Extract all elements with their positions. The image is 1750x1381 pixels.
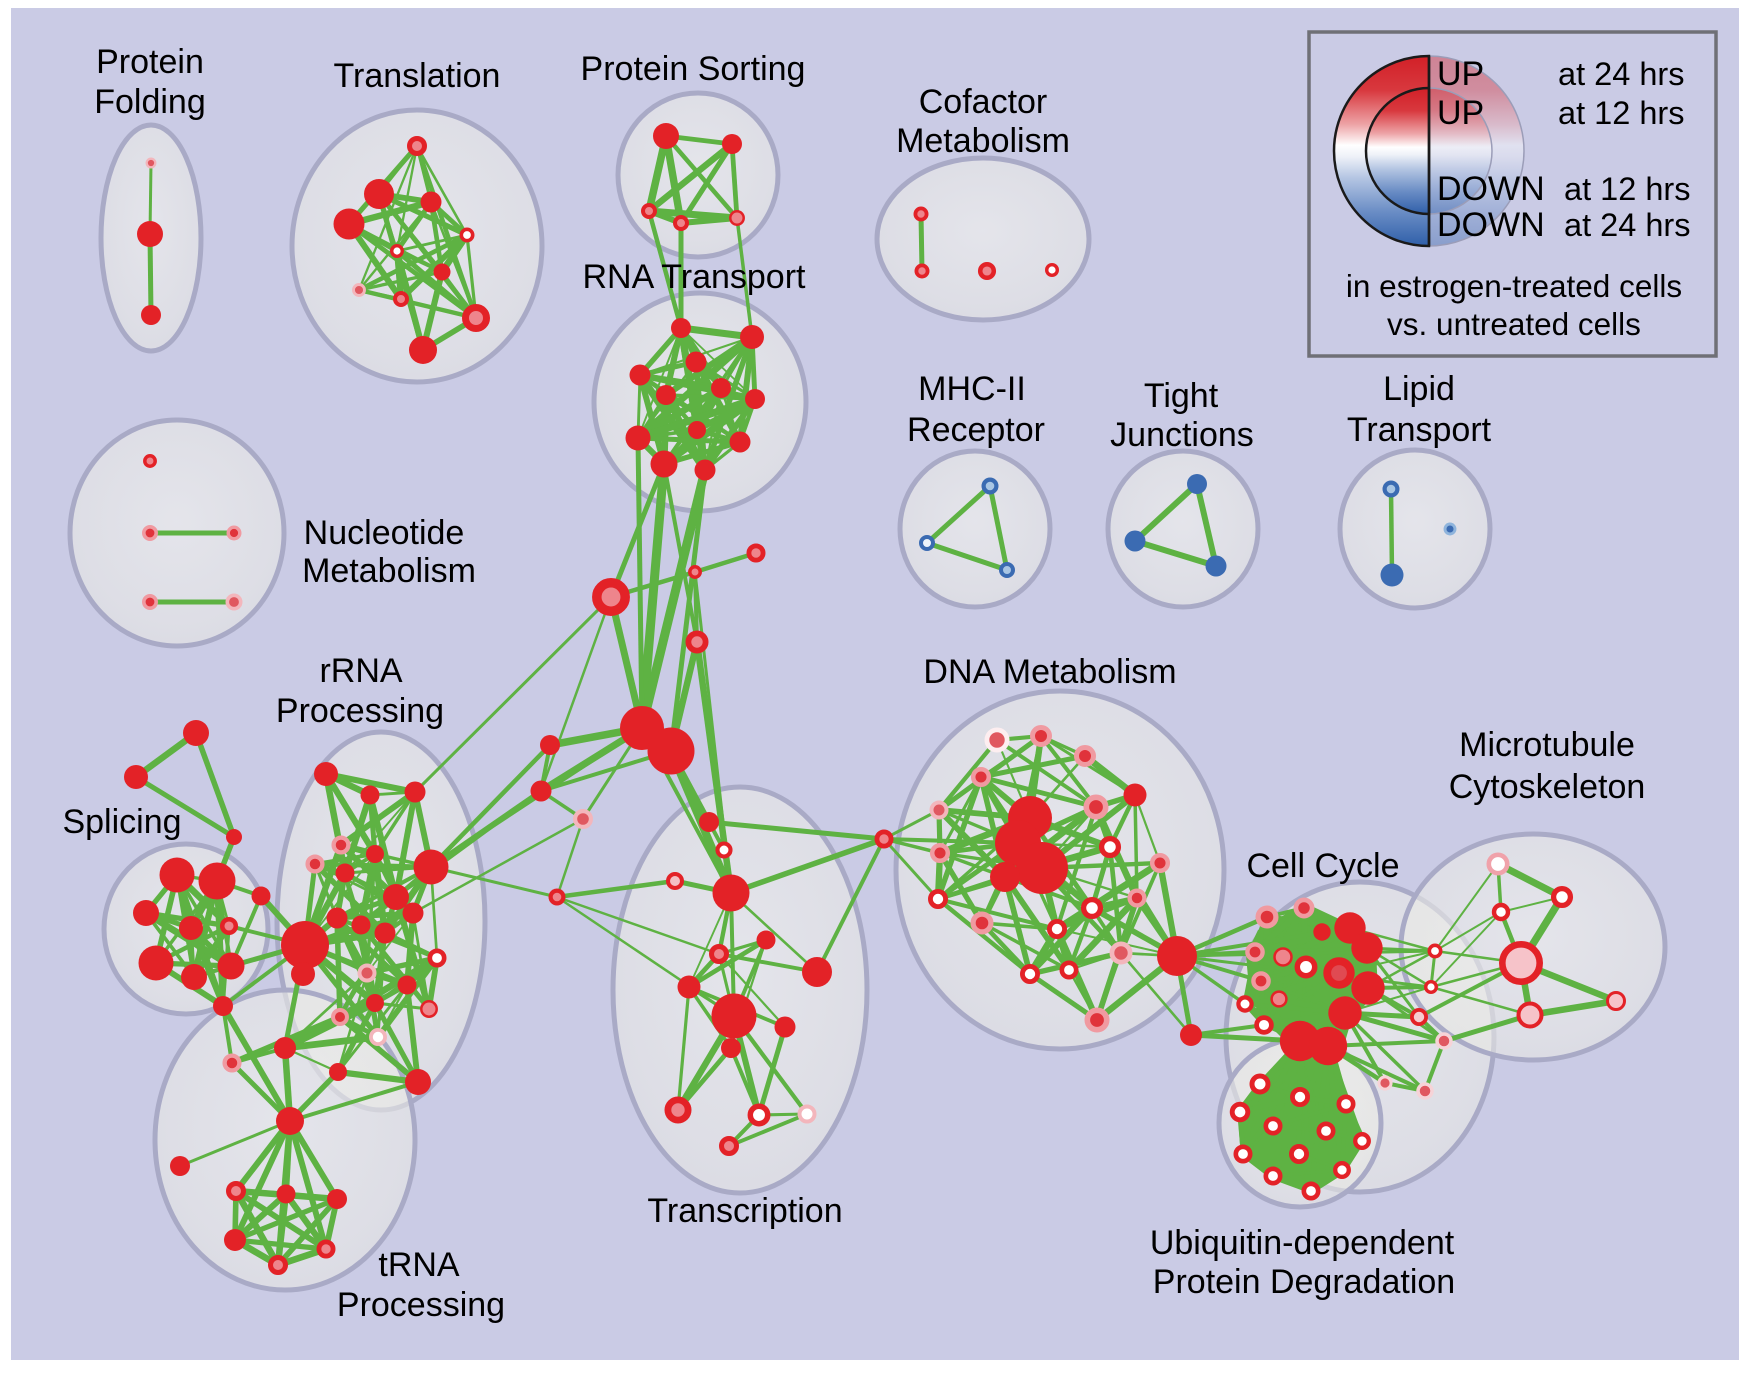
svg-text:at 24 hrs: at 24 hrs <box>1558 56 1684 92</box>
svg-text:Transcription: Transcription <box>647 1192 842 1230</box>
svg-text:Receptor: Receptor <box>907 411 1045 449</box>
svg-text:DOWN: DOWN <box>1437 170 1545 208</box>
svg-text:Cell Cycle: Cell Cycle <box>1246 847 1399 885</box>
svg-text:Cytoskeleton: Cytoskeleton <box>1449 768 1646 806</box>
svg-text:Cofactor: Cofactor <box>919 83 1048 121</box>
svg-text:Folding: Folding <box>94 83 206 121</box>
svg-text:DNA Metabolism: DNA Metabolism <box>923 653 1176 691</box>
svg-text:DOWN: DOWN <box>1437 206 1545 244</box>
svg-text:vs. untreated cells: vs. untreated cells <box>1387 306 1641 342</box>
svg-text:rRNA: rRNA <box>319 652 402 690</box>
svg-text:Protein Sorting: Protein Sorting <box>581 50 806 88</box>
svg-text:Tight: Tight <box>1144 377 1219 415</box>
svg-text:Ubiquitin-dependent: Ubiquitin-dependent <box>1150 1224 1455 1262</box>
svg-text:Transport: Transport <box>1347 411 1492 449</box>
svg-text:Protein: Protein <box>96 43 204 81</box>
svg-text:Splicing: Splicing <box>62 803 181 841</box>
svg-text:Protein Degradation: Protein Degradation <box>1153 1263 1455 1301</box>
svg-text:UP: UP <box>1437 94 1484 132</box>
svg-text:Lipid: Lipid <box>1383 370 1455 408</box>
svg-text:at 12 hrs: at 12 hrs <box>1558 95 1684 131</box>
svg-text:tRNA: tRNA <box>378 1246 460 1284</box>
svg-text:Junctions: Junctions <box>1110 416 1254 454</box>
svg-text:Processing: Processing <box>337 1286 505 1324</box>
svg-text:Processing: Processing <box>276 692 444 730</box>
svg-text:Translation: Translation <box>334 57 501 95</box>
svg-text:at 24 hrs: at 24 hrs <box>1564 207 1690 243</box>
svg-text:at 12 hrs: at 12 hrs <box>1564 171 1690 207</box>
svg-text:MHC-II: MHC-II <box>918 370 1026 408</box>
svg-text:RNA Transport: RNA Transport <box>583 258 807 296</box>
svg-text:in estrogen-treated cells: in estrogen-treated cells <box>1346 268 1682 304</box>
svg-text:UP: UP <box>1437 55 1484 93</box>
svg-text:Nucleotide: Nucleotide <box>304 514 465 552</box>
svg-text:Metabolism: Metabolism <box>302 552 476 590</box>
svg-text:Microtubule: Microtubule <box>1459 726 1635 764</box>
svg-text:Metabolism: Metabolism <box>896 122 1070 160</box>
